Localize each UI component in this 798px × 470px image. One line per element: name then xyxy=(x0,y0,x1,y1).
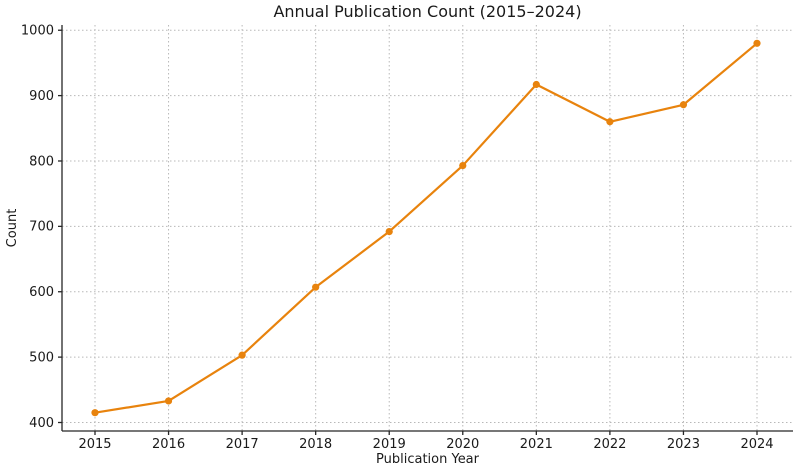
x-tick-label: 2015 xyxy=(78,437,111,452)
data-point xyxy=(164,397,173,405)
data-point xyxy=(459,161,467,170)
chart-title: Annual Publication Count (2015–2024) xyxy=(273,2,582,21)
x-tick-label: 2021 xyxy=(520,437,553,452)
data-point xyxy=(753,39,761,47)
y-tick-label: 800 xyxy=(29,154,54,169)
data-point xyxy=(91,409,99,417)
x-tick-label: 2016 xyxy=(152,437,185,452)
y-tick-label: 500 xyxy=(29,350,54,365)
data-line xyxy=(93,42,759,414)
data-point xyxy=(238,351,246,359)
y-tick-label: 400 xyxy=(29,416,54,431)
x-tick-label: 2017 xyxy=(226,437,259,452)
data-point xyxy=(312,283,320,291)
y-tick-label: 600 xyxy=(29,285,54,300)
y-tick-label: 700 xyxy=(29,220,54,235)
data-point xyxy=(385,227,393,236)
x-tick-label: 2024 xyxy=(740,437,773,452)
y-tick-label: 900 xyxy=(29,89,54,104)
x-tick-label: 2022 xyxy=(593,437,626,452)
x-tick-label: 2020 xyxy=(446,437,479,452)
data-point xyxy=(532,80,540,89)
x-tick-label: 2018 xyxy=(299,437,332,452)
y-tick-label: 1000 xyxy=(21,24,54,39)
x-tick-label: 2023 xyxy=(667,437,700,452)
data-point xyxy=(679,101,688,109)
x-axis-label: Publication Year xyxy=(376,452,479,467)
data-point xyxy=(606,118,614,126)
x-tick-label: 2019 xyxy=(373,437,406,452)
